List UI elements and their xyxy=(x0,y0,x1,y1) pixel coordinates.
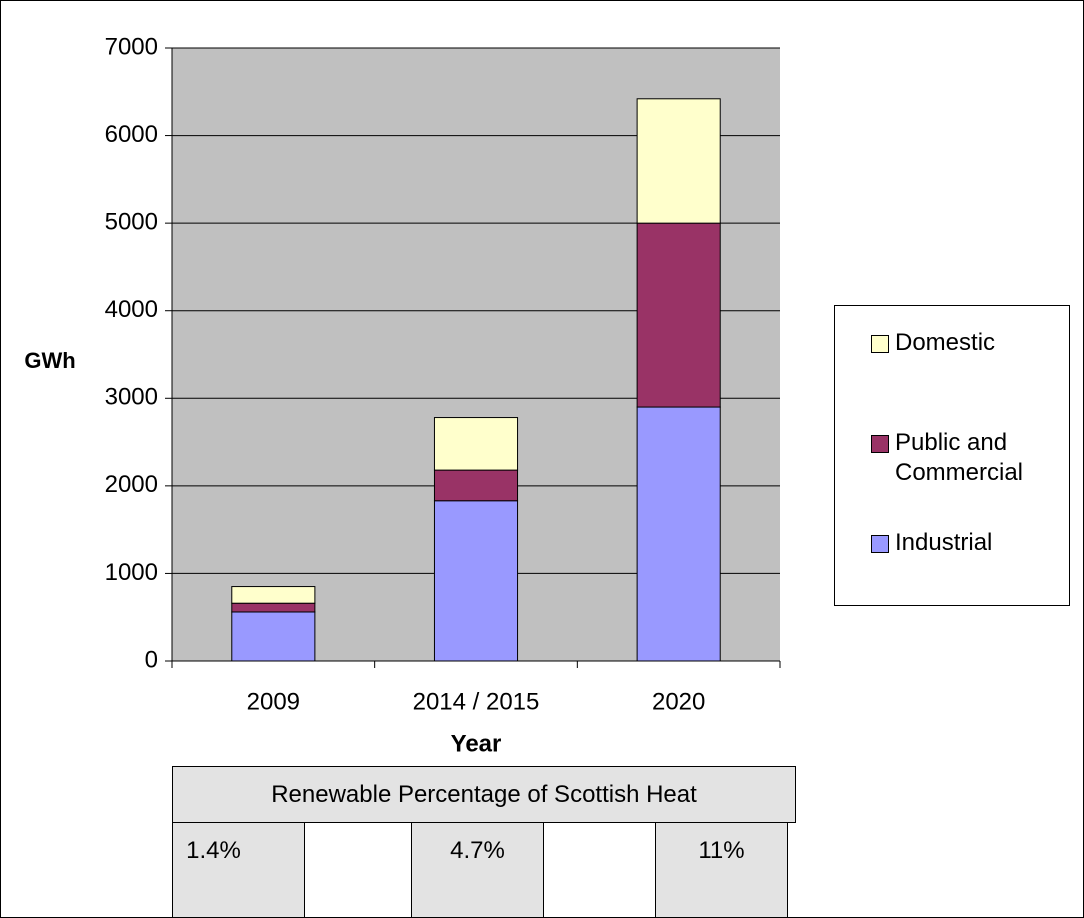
y-tick-label: 6000 xyxy=(105,121,158,148)
y-tick-label: 7000 xyxy=(105,33,158,60)
x-tick-label: 2009 xyxy=(247,688,300,715)
table-cell: 4.7% xyxy=(411,822,544,918)
y-tick-label: 1000 xyxy=(105,559,158,586)
table-cell: 1.4% xyxy=(172,822,305,918)
legend-swatch xyxy=(871,335,889,353)
x-tick-label: 2014 / 2015 xyxy=(413,688,540,715)
legend-item: Public and Commercial xyxy=(871,428,1065,488)
legend-label: Domestic xyxy=(895,329,996,356)
legend-item: Industrial xyxy=(871,528,1065,558)
y-tick-label: 0 xyxy=(145,646,158,673)
y-tick-label: 3000 xyxy=(105,384,158,411)
legend-label: Industrial xyxy=(895,529,993,556)
bar-segment xyxy=(433,417,519,471)
y-tick-label: 2000 xyxy=(105,471,158,498)
bar-segment xyxy=(231,611,316,662)
y-axis-label: GWh xyxy=(24,348,75,373)
legend-label: Public and Commercial xyxy=(895,429,1024,486)
bar-segment xyxy=(636,98,721,224)
bar-segment xyxy=(433,500,519,662)
y-tick-label: 4000 xyxy=(105,296,158,323)
legend-swatch xyxy=(871,535,889,553)
bar-segment xyxy=(636,222,721,408)
bar-segment xyxy=(231,586,316,604)
legend-swatch xyxy=(871,435,889,453)
legend: Domestic Public and Commercial Industrial xyxy=(834,305,1070,606)
table-cell: 11% xyxy=(655,822,788,918)
bar-segment xyxy=(433,469,519,502)
y-tick-label: 5000 xyxy=(105,208,158,235)
bar-segment xyxy=(636,406,721,662)
legend-item: Domestic xyxy=(871,328,1065,358)
table-title: Renewable Percentage of Scottish Heat xyxy=(172,766,796,823)
x-axis-label: Year xyxy=(451,730,502,757)
x-tick-label: 2020 xyxy=(652,688,705,715)
bar-segment xyxy=(231,602,316,613)
